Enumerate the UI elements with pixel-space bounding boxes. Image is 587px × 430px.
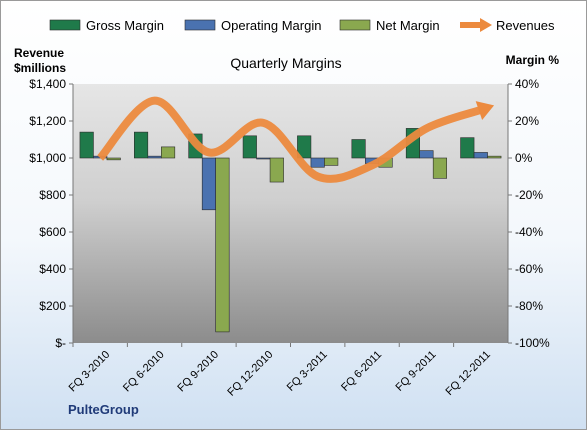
left-tick-label: $- — [55, 336, 66, 350]
right-tick-label: -60% — [515, 262, 543, 276]
right-tick-label: -80% — [515, 299, 543, 313]
revenues-legend-arrowhead — [480, 18, 492, 32]
operating-margin-bar — [473, 152, 488, 159]
right-tick-label: 0% — [515, 151, 533, 165]
left-tick-label: $1,400 — [29, 77, 66, 91]
legend: Gross Margin Operating Margin Net Margin Re… — [49, 18, 555, 33]
company-label: PulteGroup — [68, 402, 139, 417]
right-tick-label: 20% — [515, 114, 539, 128]
revenue-line-layer — [97, 96, 495, 183]
net-margin-bar — [324, 157, 339, 166]
revenues-arrowhead — [475, 101, 495, 121]
gross-margin-bar — [351, 139, 366, 159]
operating-margin-legend-swatch — [184, 19, 216, 31]
operating-margin-bar — [310, 157, 325, 168]
operating-margin-bar — [419, 150, 434, 159]
net-margin-bar — [161, 146, 176, 159]
gross-margin-bar — [242, 135, 257, 159]
revenues-line — [97, 96, 483, 183]
net-margin-legend-label: Net Margin — [376, 18, 440, 33]
gross-margin-bar — [297, 135, 312, 159]
chart-title: Quarterly Margins — [230, 55, 341, 71]
left-tick-label: $200 — [39, 299, 66, 313]
gross-margin-legend-swatch — [49, 19, 81, 31]
net-margin-bar — [432, 157, 447, 179]
left-tick-label: $1,000 — [29, 151, 66, 165]
right-tick-label: -20% — [515, 188, 543, 202]
gross-margin-legend-label: Gross Margin — [86, 18, 164, 33]
gross-margin-bar — [79, 131, 94, 159]
right-tick-label: 40% — [515, 77, 539, 91]
net-margin-bar — [215, 157, 230, 333]
right-axis-title: Margin % — [506, 53, 560, 67]
net-margin-bar — [269, 157, 284, 183]
operating-margin-bar — [256, 157, 271, 160]
net-margin-bar — [106, 157, 121, 161]
left-tick-label: $1,200 — [29, 114, 66, 128]
left-axis-title-line2: $millions — [14, 61, 66, 75]
right-tick-label: -100% — [515, 336, 550, 350]
operating-margin-bar — [201, 157, 216, 211]
left-tick-label: $400 — [39, 262, 66, 276]
right-tick-label: -40% — [515, 225, 543, 239]
left-axis: $- $200 $400 $600 $800 $1,000 $1,200 $1,400 — [29, 77, 73, 350]
left-tick-label: $600 — [39, 225, 66, 239]
left-axis-title-line1: Revenue — [14, 46, 64, 60]
right-axis: -100% -80% -60% -40% -20% 0% 20% 40% — [508, 77, 550, 350]
left-tick-label: $800 — [39, 188, 66, 202]
operating-margin-legend-label: Operating Margin — [221, 18, 321, 33]
bars — [79, 128, 502, 333]
net-margin-legend-swatch — [339, 19, 371, 31]
revenues-legend-label: Revenues — [496, 18, 555, 33]
gross-margin-bar — [460, 137, 475, 159]
gross-margin-bar — [134, 131, 149, 159]
operating-margin-bar — [147, 155, 162, 159]
net-margin-bar — [487, 155, 502, 159]
